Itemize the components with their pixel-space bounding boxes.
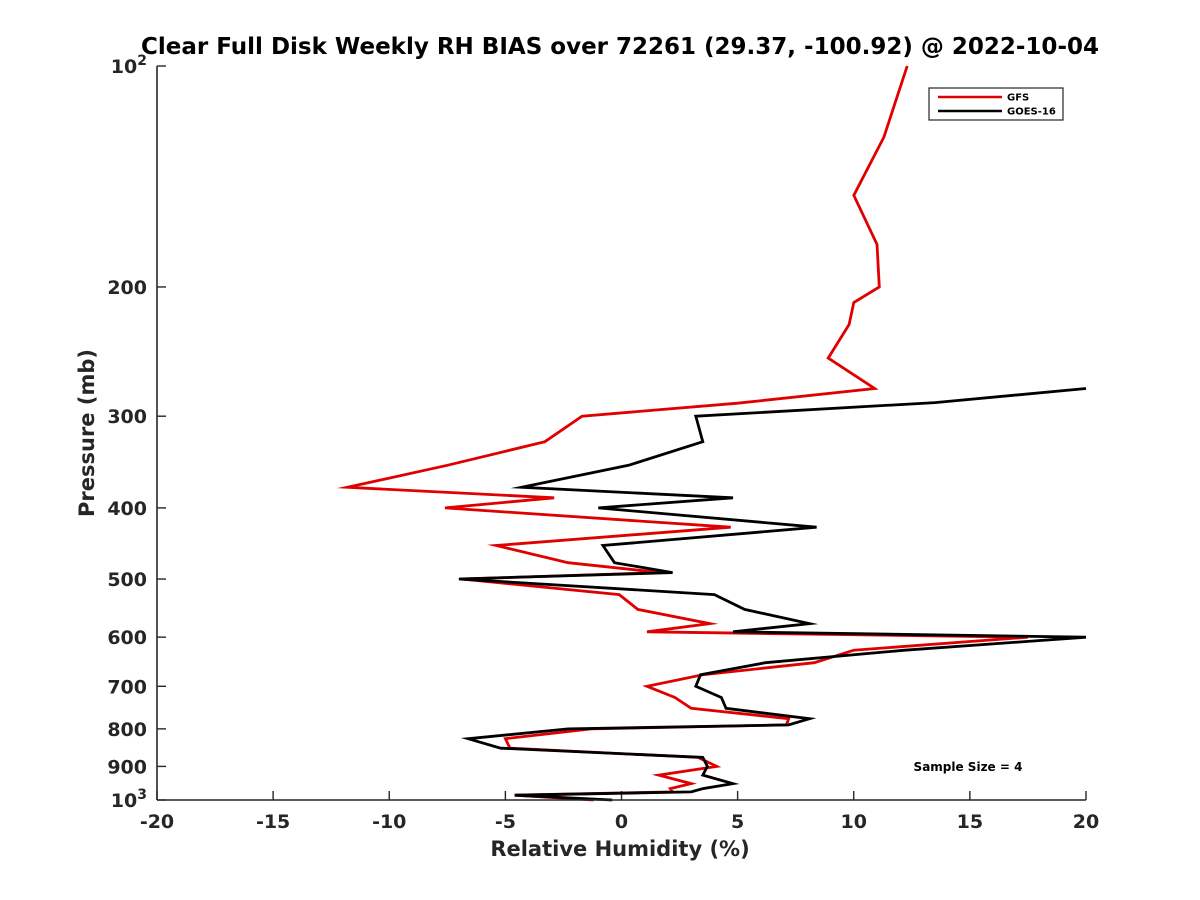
y-tick-label-power: 102 — [111, 53, 147, 78]
legend-label-goes16: GOES-16 — [1007, 107, 1056, 118]
x-tick-label: 10 — [841, 811, 867, 833]
chart-title: Clear Full Disk Weekly RH BIAS over 7226… — [141, 34, 1099, 60]
y-tick-power-base: 10 — [111, 790, 137, 812]
series-lines — [336, 65, 1087, 802]
y-tick-label: 300 — [107, 406, 147, 428]
y-axis-label: Pressure (mb) — [75, 349, 99, 517]
y-tick-label: 400 — [107, 498, 147, 520]
x-tick-label: 0 — [615, 811, 628, 833]
x-tick-label: -15 — [256, 811, 290, 833]
x-tick-label: -5 — [495, 811, 516, 833]
y-tick-power-exponent: 2 — [137, 53, 147, 69]
x-tick-label: -10 — [372, 811, 406, 833]
y-tick-label: 500 — [107, 569, 147, 591]
y-tick-power-exponent: 3 — [137, 787, 147, 803]
y-tick-label: 200 — [107, 277, 147, 299]
y-tick-label: 800 — [107, 719, 147, 741]
x-tick-label: 5 — [731, 811, 744, 833]
x-tick-label: -20 — [140, 811, 174, 833]
y-tick-label: 700 — [107, 676, 147, 698]
x-tick-label: 15 — [957, 811, 983, 833]
series-line-goes16 — [458, 387, 1087, 802]
series-line-gfs — [336, 65, 1029, 802]
x-tick-label: 20 — [1073, 811, 1099, 833]
y-tick-label-power: 103 — [111, 787, 147, 812]
y-tick-label: 900 — [107, 756, 147, 778]
x-axis-ticks: -20 -15 -10 -5 0 5 10 15 20 — [140, 791, 1099, 833]
legend-box — [928, 87, 1064, 121]
sample-size-annotation: Sample Size = 4 — [914, 760, 1023, 774]
y-tick-power-base: 10 — [111, 56, 137, 78]
x-axis-label: Relative Humidity (%) — [490, 837, 749, 861]
legend: GFS GOES-16 — [928, 87, 1064, 121]
legend-label-gfs: GFS — [1007, 93, 1029, 104]
y-tick-label: 600 — [107, 627, 147, 649]
